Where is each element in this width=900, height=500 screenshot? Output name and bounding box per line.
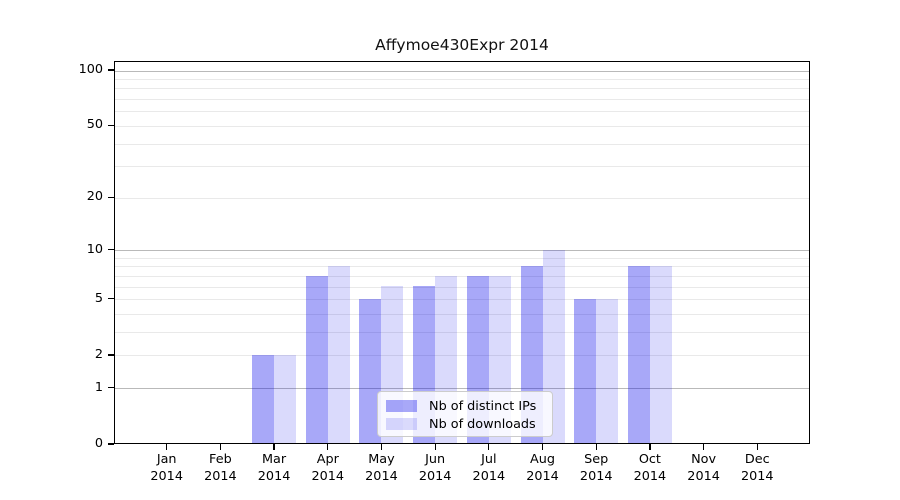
- x-axis-label: Dec 2014: [741, 452, 774, 484]
- bar-apr-downloads: [327, 266, 350, 443]
- legend-item-distinct-ips: Nb of distinct IPs: [386, 397, 552, 415]
- minor-gridline: [115, 111, 809, 113]
- major-gridline: [115, 388, 809, 390]
- minor-gridline: [115, 299, 809, 301]
- minor-gridline: [115, 125, 809, 127]
- minor-gridline: [115, 286, 809, 288]
- y-axis-label: 10: [86, 241, 103, 257]
- bar-apr-distinct-ips: [305, 275, 328, 443]
- minor-gridline: [115, 88, 809, 90]
- y-axis-label: 100: [78, 62, 103, 78]
- x-axis-tick: [434, 444, 436, 450]
- y-axis-tick: [108, 298, 114, 300]
- minor-gridline: [115, 332, 809, 334]
- y-axis-tick: [108, 443, 114, 445]
- x-axis-label: Mar 2014: [257, 452, 291, 484]
- legend-item-downloads: Nb of downloads: [386, 415, 552, 433]
- bar-oct-downloads: [649, 266, 672, 443]
- y-axis-label: 5: [94, 290, 103, 306]
- x-axis-label: Apr 2014: [311, 452, 345, 484]
- minor-gridline: [115, 79, 809, 81]
- minor-gridline: [115, 99, 809, 101]
- y-axis-tick: [108, 124, 114, 127]
- minor-gridline: [115, 197, 809, 199]
- y-axis-tick: [108, 249, 114, 251]
- y-axis-tick: [108, 69, 114, 71]
- y-axis-tick: [108, 387, 114, 389]
- x-axis-tick: [380, 444, 383, 450]
- bar-sep-downloads: [596, 298, 619, 443]
- x-axis-tick: [756, 444, 758, 450]
- legend-swatch-downloads: [386, 418, 417, 430]
- x-axis-tick: [166, 444, 168, 450]
- x-axis-label: Feb 2014: [204, 452, 237, 484]
- major-gridline: [115, 250, 809, 252]
- bar-mar-distinct-ips: [252, 355, 275, 443]
- y-axis-tick: [108, 354, 114, 356]
- x-axis-tick: [541, 444, 544, 450]
- x-axis-label: Jan 2014: [150, 452, 183, 484]
- x-axis-label: May 2014: [365, 452, 398, 484]
- x-axis-label: Nov 2014: [687, 452, 720, 484]
- legend-swatch-distinct-ips: [386, 400, 417, 412]
- y-axis-label: 0: [94, 436, 103, 451]
- x-axis-label: Oct 2014: [633, 452, 667, 484]
- minor-gridline: [115, 266, 809, 268]
- x-axis-tick: [327, 444, 329, 450]
- x-axis-label: Sep 2014: [579, 452, 613, 484]
- y-axis-tick: [108, 196, 114, 198]
- y-axis-label: 50: [86, 117, 103, 133]
- x-axis-tick: [595, 444, 597, 450]
- minor-gridline: [115, 355, 809, 357]
- legend: Nb of distinct IPs Nb of downloads: [377, 391, 553, 437]
- x-axis-label: Jun 2014: [418, 452, 452, 484]
- minor-gridline: [115, 166, 809, 168]
- legend-label-distinct-ips: Nb of distinct IPs: [429, 398, 537, 414]
- y-axis-label: 20: [86, 189, 103, 205]
- bar-oct-distinct-ips: [627, 266, 650, 443]
- minor-gridline: [115, 276, 809, 278]
- minor-gridline: [115, 314, 809, 316]
- bar-may-distinct-ips: [359, 298, 382, 443]
- x-axis-tick: [273, 444, 275, 450]
- minor-gridline: [115, 143, 809, 145]
- major-gridline: [115, 70, 809, 72]
- bar-sep-distinct-ips: [574, 298, 597, 443]
- legend-label-downloads: Nb of downloads: [429, 416, 536, 432]
- x-axis-tick: [488, 444, 490, 450]
- x-axis-tick: [219, 444, 221, 450]
- x-axis-label: Jul 2014: [472, 452, 506, 484]
- y-axis-label: 1: [94, 379, 103, 395]
- plot-area: Nb of distinct IPs Nb of downloads: [114, 61, 810, 444]
- bar-mar-downloads: [274, 355, 297, 443]
- x-axis-tick: [703, 444, 705, 450]
- minor-gridline: [115, 257, 809, 259]
- x-axis-tick: [649, 444, 651, 450]
- chart-title: Affymoe430Expr 2014: [375, 36, 549, 54]
- x-axis-label: Aug 2014: [526, 452, 559, 484]
- y-axis-label: 2: [94, 346, 103, 362]
